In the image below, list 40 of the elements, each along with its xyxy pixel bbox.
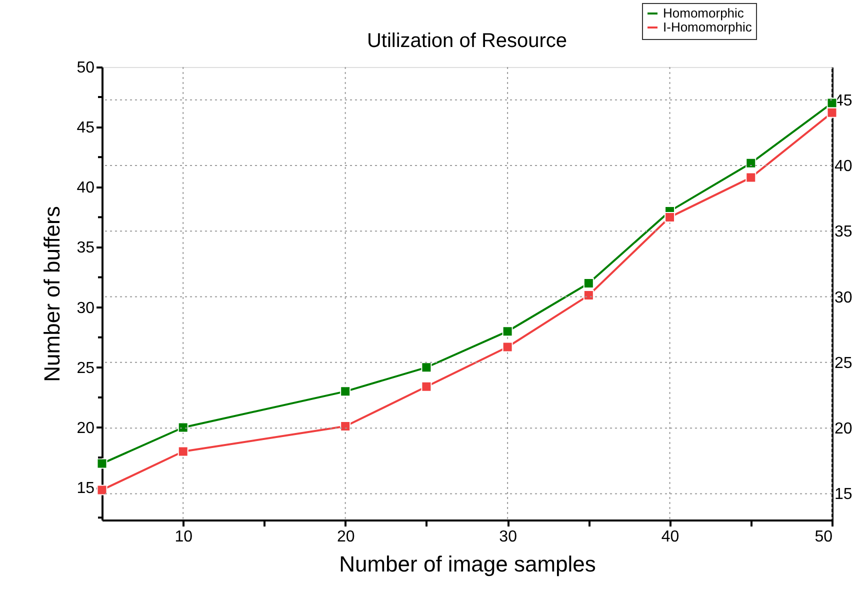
y-tick-label: 25	[76, 360, 95, 377]
y-tick-label: 15	[76, 480, 95, 498]
point	[421, 381, 432, 392]
point	[96, 484, 108, 496]
chart-title: Utilization of Resource	[366, 30, 568, 52]
x-tick-label: 20	[336, 528, 355, 546]
y-tick-label: 50	[76, 60, 95, 76]
point	[583, 290, 594, 301]
y-tick-label: 20	[76, 420, 95, 437]
x-tick-label: 40	[661, 528, 680, 546]
y-tick-label: 45	[76, 120, 95, 137]
point	[340, 386, 351, 397]
y-tick-label: 35	[76, 240, 95, 257]
legend-label: Homomorphic	[663, 6, 744, 20]
y2-tick-label: 15	[834, 486, 852, 504]
y-axis-title: Number of buffers	[40, 206, 65, 382]
x-tick-label: 50	[814, 528, 833, 546]
y-tick-label: 40	[76, 180, 95, 197]
point	[96, 458, 108, 469]
point	[421, 362, 432, 373]
point	[178, 446, 188, 457]
x-tick-label: 30	[499, 528, 518, 546]
y2-tick-label: 30	[834, 289, 852, 306]
y-tick-label: 30	[76, 300, 95, 317]
x-axis-title: Number of image samples	[339, 552, 596, 576]
legend-label: I-Homomorphic	[663, 20, 752, 34]
y2-tick-label: 25	[834, 354, 852, 372]
point	[340, 421, 351, 432]
point	[746, 158, 756, 168]
point	[583, 278, 594, 289]
y2-tick-label: 20	[834, 420, 852, 438]
point	[826, 107, 838, 118]
point	[502, 342, 513, 352]
point	[502, 326, 513, 337]
point	[746, 172, 756, 183]
y2-tick-label: 40	[834, 158, 852, 175]
x-tick-label: 10	[174, 528, 193, 546]
point	[178, 422, 188, 433]
point	[664, 212, 676, 222]
y2-tick-label: 35	[834, 224, 852, 241]
